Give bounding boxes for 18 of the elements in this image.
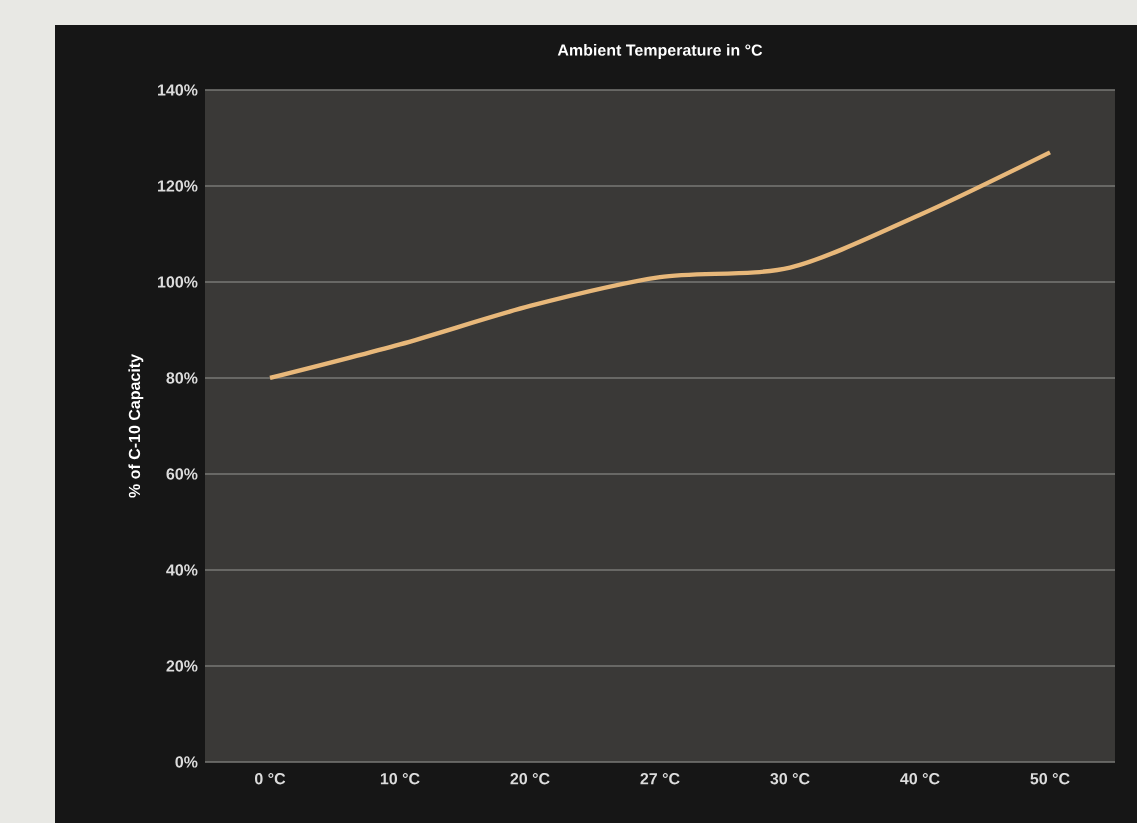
y-tick-label: 140% xyxy=(158,84,198,96)
x-tick-label: 27 °C xyxy=(640,773,680,785)
y-tick-label: 100% xyxy=(158,276,198,288)
y-tick-label: 0% xyxy=(175,756,198,768)
line-series xyxy=(267,150,1053,381)
y-axis-title: % of C-10 Capacity xyxy=(128,354,144,498)
y-tick-label: 120% xyxy=(158,180,198,192)
x-tick-label: 50 °C xyxy=(1030,773,1070,785)
x-tick-label: 40 °C xyxy=(900,773,940,785)
y-tick-label: 40% xyxy=(166,564,198,576)
x-tick-label: 0 °C xyxy=(254,773,286,785)
y-tick-label: 80% xyxy=(166,372,198,384)
y-tick-label: 20% xyxy=(166,660,198,672)
x-tick-label: 10 °C xyxy=(380,773,420,785)
chart-title: Ambient Temperature in °C xyxy=(557,43,763,59)
x-tick-label: 30 °C xyxy=(770,773,810,785)
y-tick-label: 60% xyxy=(166,468,198,480)
x-tick-label: 20 °C xyxy=(510,773,550,785)
